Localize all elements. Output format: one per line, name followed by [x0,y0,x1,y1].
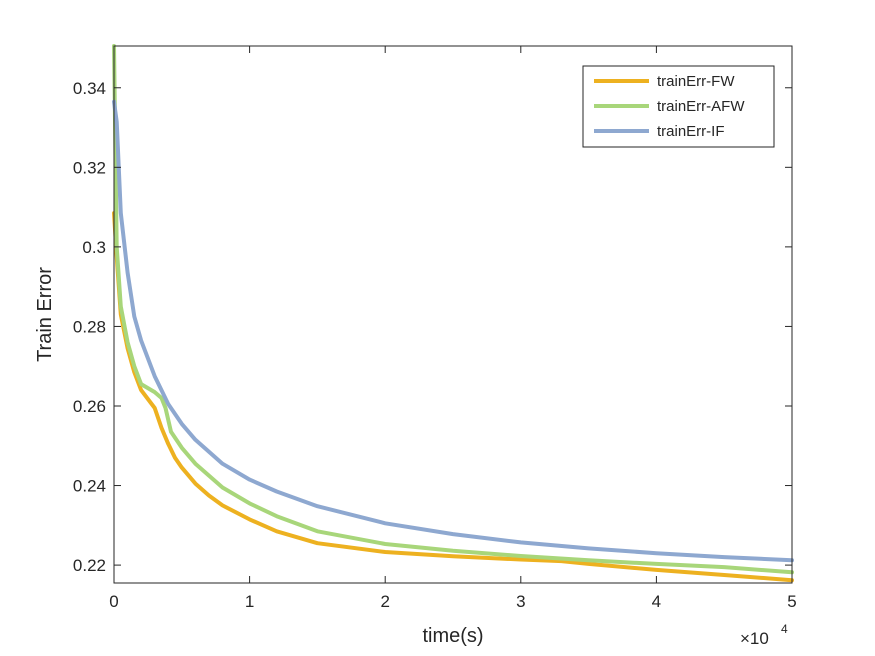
x-tick-label: 2 [380,592,389,611]
series-layer [112,44,794,583]
x-tick-label: 0 [109,592,118,611]
y-tick-label: 0.32 [73,158,106,177]
legend-label: trainErr-IF [657,123,725,140]
x-tick-label: 3 [516,592,525,611]
axes-box [113,45,793,584]
x-multiplier-base: ×10 [740,629,769,648]
x-axis-label: time(s) [422,625,483,647]
series-line-1 [112,211,794,583]
x-tick-label: 1 [245,592,254,611]
y-tick-label: 0.22 [73,556,106,575]
y-tick-label: 0.24 [73,477,106,496]
y-tick-label: 0.28 [73,317,106,336]
x-axis-multiplier: ×10 4 [740,622,788,648]
axes-layer [113,45,793,584]
legend-label: trainErr-FW [657,73,735,90]
tick-layer: 0 1 2 3 4 5 0.22 0.24 0.26 0.28 0.3 0.32 0.34 [73,46,797,611]
y-tick-label: 0.26 [73,397,106,416]
x-multiplier-exponent: 4 [781,622,788,636]
y-tick-label: 0.3 [82,238,106,257]
legend-label: trainErr-AFW [657,98,745,115]
x-tick-label: 5 [787,592,796,611]
y-tick-label: 0.34 [73,79,106,98]
series-line-3 [112,99,794,563]
series-line-2 [112,44,794,575]
legend: trainErr-FW trainErr-AFW trainErr-IF [582,65,775,148]
x-tick-label: 4 [652,592,661,611]
y-axis-label: Train Error [34,267,56,362]
